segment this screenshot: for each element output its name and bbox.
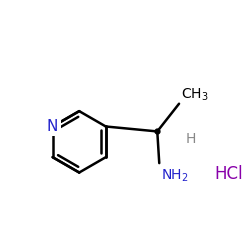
Text: NH$_2$: NH$_2$: [161, 168, 189, 184]
Text: N: N: [47, 119, 58, 134]
Text: HCl: HCl: [215, 165, 243, 183]
Text: CH$_3$: CH$_3$: [181, 86, 209, 103]
Text: H: H: [186, 132, 196, 146]
